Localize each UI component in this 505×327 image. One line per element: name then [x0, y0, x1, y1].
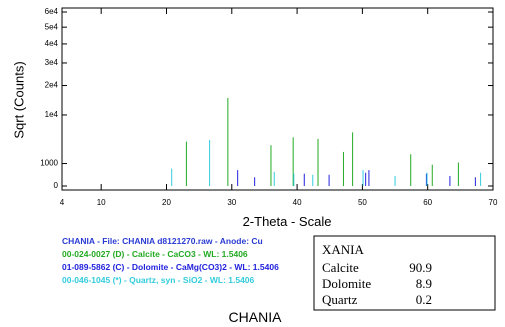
y-tick-label: 3e4: [45, 58, 59, 67]
x-tick-label: 50: [358, 198, 367, 207]
x-tick-label: 60: [423, 198, 432, 207]
legend-entry: 00-046-1045 (*) - Quartz, syn - SiO2 - W…: [62, 275, 255, 285]
y-tick-label: 0: [54, 181, 59, 190]
x-tick-label: 70: [489, 198, 498, 207]
table-cell: Dolomite: [322, 276, 371, 291]
x-tick-label: 10: [97, 198, 106, 207]
table-cell: 0.2: [416, 292, 432, 307]
y-tick-label: 5e4: [45, 22, 59, 31]
y-tick-label: 1e4: [45, 110, 59, 119]
table-cell: 8.9: [416, 276, 432, 291]
x-tick-label: 30: [227, 198, 236, 207]
x-tick-label: 4: [60, 198, 65, 207]
table-cell: Quartz: [322, 292, 358, 307]
y-tick-label: 4e4: [45, 39, 59, 48]
table-title: XANIA: [322, 242, 364, 257]
table-box: [313, 235, 496, 311]
chart-title: CHANIA: [229, 309, 283, 325]
y-tick-label: 6e4: [45, 7, 59, 16]
y-axis-label: Sqrt (Counts): [11, 61, 26, 138]
table-cell: Calcite: [322, 260, 359, 275]
legend-entry: 01-089-5862 (C) - Dolomite - CaMg(CO3)2 …: [62, 262, 279, 272]
x-tick-label: 40: [293, 198, 302, 207]
x-axis-label: 2-Theta - Scale: [243, 214, 332, 229]
legend-entry: 00-024-0027 (D) - Calcite - CaCO3 - WL: …: [62, 249, 248, 259]
table-cell: 90.9: [409, 260, 432, 275]
y-tick-label: 1000: [40, 159, 58, 168]
x-tick-label: 20: [162, 198, 171, 207]
legend-entry: CHANIA - File: CHANIA d8121270.raw - Ano…: [62, 236, 263, 246]
y-tick-label: 2e4: [45, 81, 59, 90]
plot-frame: [61, 7, 494, 191]
